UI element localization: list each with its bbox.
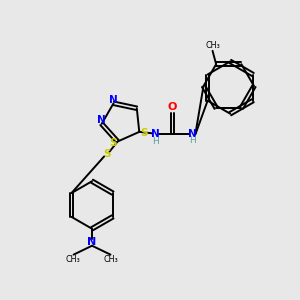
Text: N: N: [97, 115, 106, 125]
Text: CH₃: CH₃: [205, 41, 220, 50]
Text: S: S: [103, 149, 111, 159]
Text: N: N: [109, 95, 118, 105]
Text: H: H: [152, 137, 159, 146]
Text: O: O: [168, 103, 177, 112]
Text: S: S: [140, 128, 148, 138]
Text: N: N: [151, 129, 160, 139]
Text: CH₃: CH₃: [66, 256, 80, 265]
Text: S: S: [110, 138, 117, 148]
Text: CH₃: CH₃: [104, 256, 119, 265]
Text: N: N: [188, 129, 197, 139]
Text: H: H: [189, 136, 196, 145]
Text: N: N: [87, 237, 97, 247]
